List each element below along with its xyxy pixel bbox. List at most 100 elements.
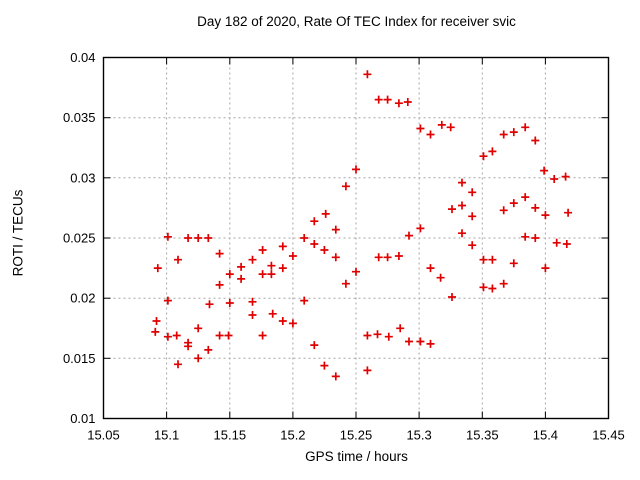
data-point [488,284,497,293]
data-point [509,199,518,208]
data-point [541,211,550,220]
data-point [153,264,162,273]
data-point [509,128,518,137]
data-point [225,299,234,307]
data-point [531,136,540,145]
data-point [426,339,435,348]
plot-border [102,56,610,420]
data-point [448,293,456,301]
x-tick-label: 15.3 [406,428,431,443]
data-point [479,283,488,292]
y-tick-label: 0.025 [63,231,96,246]
data-point [521,193,530,202]
data-point [152,317,161,325]
data-point [363,70,372,79]
data-point [204,234,213,242]
data-point [268,309,277,318]
x-tick-label: 15.05 [87,428,120,443]
data-point [541,264,550,273]
data-point [363,366,372,375]
data-point [174,360,182,369]
data-point [531,234,540,242]
data-point [204,345,213,354]
data-point [215,331,224,340]
data-point [521,123,530,132]
data-point [320,361,329,370]
data-point [248,311,257,319]
data-point [394,99,403,108]
data-point [267,261,276,270]
data-point [237,274,246,283]
data-point [194,234,203,242]
data-point [248,255,257,264]
data-point [310,217,319,226]
data-point [384,332,393,341]
data-point [479,152,488,161]
data-point [426,264,435,273]
y-tick-label: 0.02 [70,291,95,306]
data-point [509,259,518,268]
data-point [468,212,477,221]
data-point [258,331,267,340]
data-point [352,165,360,174]
data-point [383,95,392,104]
data-point [331,225,340,234]
data-point [416,337,425,346]
data-point [416,124,425,133]
data-point [374,253,383,262]
data-point [194,354,203,363]
data-point [172,331,181,340]
data-point [479,255,488,264]
data-point [194,324,203,333]
y-tick-label: 0.01 [70,411,95,426]
data-point [278,264,287,273]
data-point [564,208,573,217]
y-tick-label: 0.035 [63,110,96,125]
data-point [174,255,182,264]
data-point [321,209,330,218]
data-point [403,98,412,106]
chart-title: Day 182 of 2020, Rate Of TEC Index for r… [197,14,516,29]
data-point [215,249,224,258]
data-point [373,330,382,339]
data-point [540,166,549,175]
data-point [437,120,446,129]
data-point [300,296,309,305]
data-point [184,234,193,242]
x-tick-label: 15.2 [280,428,305,443]
data-point [163,232,172,241]
data-point [405,231,413,240]
data-point [151,327,160,336]
data-point [488,255,497,264]
x-axis-label: GPS time / hours [305,449,408,464]
data-point [278,242,287,251]
data-point [436,273,445,282]
data-point [278,317,287,325]
data-point [331,253,340,262]
x-tick-label: 15.45 [592,428,625,443]
data-point [258,270,267,279]
data-point [288,252,297,260]
y-tick-label: 0.04 [70,50,95,65]
data-point [458,178,466,187]
data-point [215,280,224,289]
data-point [331,372,340,381]
data-point [426,130,435,139]
data-point [320,246,329,254]
data-point [163,332,172,341]
data-point [383,253,392,262]
data-point [341,182,350,191]
data-point [561,172,570,181]
data-point [352,267,360,276]
data-point [458,201,466,210]
y-tick-label: 0.015 [63,351,96,366]
data-point [300,234,309,242]
data-point [205,300,214,309]
data-point [468,241,477,250]
data-point [458,229,466,238]
x-tick-label: 15.25 [340,428,373,443]
data-point [225,270,234,279]
data-point [405,337,413,346]
